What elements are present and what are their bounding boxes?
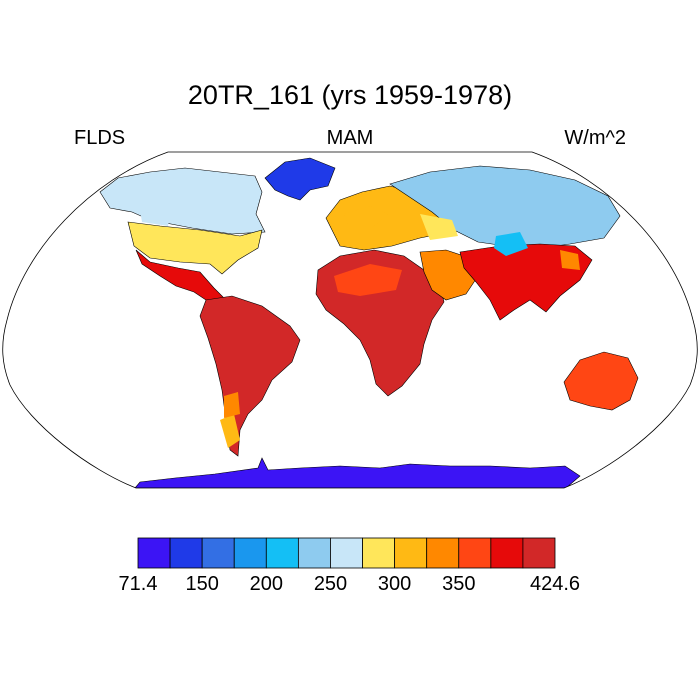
colorbar-bin: [201, 537, 235, 569]
value-patch: [494, 232, 528, 256]
value-patch: [580, 366, 618, 394]
region-siberia: [389, 165, 621, 249]
colorbar-bin: [458, 537, 492, 569]
value-patch: [334, 264, 402, 296]
region-india-se-asia: [459, 243, 593, 321]
colorbar-tick-label: 150: [185, 573, 219, 595]
value-patch: [140, 210, 170, 226]
colorbar-bin: [490, 537, 524, 569]
colorbar-bin: [522, 537, 556, 569]
colorbar-tick-label: 250: [313, 573, 348, 595]
colorbar-tick-label: 300: [377, 573, 412, 595]
colorbar-max-label: 424.6: [529, 573, 581, 595]
colorbar-bin: [426, 537, 460, 569]
colorbar-bin: [169, 537, 203, 569]
colorbar-boxes: [137, 537, 556, 569]
region-greenland: [264, 157, 336, 201]
value-patch: [200, 232, 230, 250]
colorbar-bin: [362, 537, 396, 569]
region-antarctica: [134, 457, 581, 488]
value-patch: [560, 250, 580, 270]
colorbar-bin: [297, 537, 331, 569]
value-patch: [220, 414, 240, 448]
colorbar-tick-label: 200: [249, 573, 283, 595]
region-south-america: [199, 295, 301, 457]
colorbar-bin: [265, 537, 299, 569]
value-patch: [224, 392, 240, 418]
region-usa: [127, 221, 263, 275]
variable-label: FLDS: [74, 127, 126, 149]
colorbar-bin: [330, 537, 363, 569]
value-patch: [420, 214, 458, 240]
colorbar-tick-label: 350: [442, 573, 476, 595]
units-label: W/m^2: [564, 127, 626, 149]
colorbar-bin: [394, 537, 428, 569]
season-label: MAM: [326, 127, 374, 149]
plot-title: 20TR_161 (yrs 1959-1978): [187, 80, 513, 110]
region-canada: [99, 167, 266, 235]
land-layer: [99, 157, 639, 488]
colorbar-min-label: 71.4: [118, 573, 158, 595]
colorbar-bin: [137, 537, 171, 569]
value-patch: [344, 206, 388, 230]
map-frame: [2, 151, 698, 489]
colorbar-bin: [233, 537, 267, 569]
